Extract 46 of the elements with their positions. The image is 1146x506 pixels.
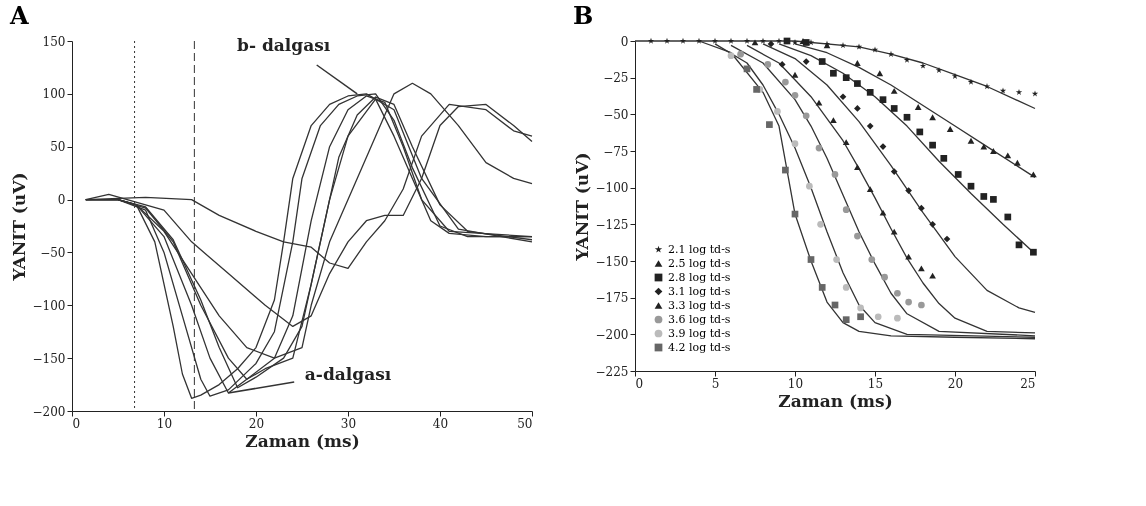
y-tick-label: −125 [595,217,629,232]
legend-label: 4.2 log td-s [668,340,731,354]
legend-label: 3.6 log td-s [668,312,731,326]
legend-label: 2.1 log td-s [668,242,731,256]
y-tick-label: −200 [595,327,629,342]
x-tick-label: 25 [1020,376,1036,391]
y-tick-label: −150 [32,351,66,366]
y-tick-label: −50 [40,245,66,260]
y-axis-title: YANIT (uV) [8,172,29,282]
x-tick-label: 10 [156,416,173,431]
y-tick-label: −175 [595,291,629,306]
legend-label: 2.8 log td-s [668,270,731,284]
y-tick-label: −100 [595,181,629,196]
y-tick-label: −200 [32,404,66,419]
x-axis-title: Zaman (ms) [778,390,893,411]
x-tick-label: 30 [340,416,357,431]
x-tick-label: 5 [711,376,720,391]
x-tick-label: 50 [517,416,533,431]
x-axis-title: Zaman (ms) [245,430,360,451]
legend-label: 3.3 log td-s [668,298,731,312]
y-tick-label: −50 [603,107,629,122]
y-tick-label: −225 [595,364,629,379]
y-tick-label: −150 [595,254,629,269]
y-tick-label: 150 [42,34,66,49]
x-tick-label: 10 [787,376,804,391]
x-tick-label: 20 [947,376,964,391]
legend-label: 3.1 log td-s [668,284,731,298]
y-tick-label: 0 [620,34,629,49]
chart-title: B [573,1,594,30]
y-tick-label: 50 [50,140,66,155]
y-tick-label: −100 [32,298,66,313]
y-axis-title: YANIT (uV) [571,152,592,262]
x-tick-label: 15 [867,376,884,391]
y-tick-label: 0 [57,193,66,208]
y-tick-label: 100 [42,87,66,102]
x-tick-label: 20 [248,416,265,431]
x-tick-label: 0 [72,416,81,431]
x-tick-label: 0 [635,376,644,391]
legend-label: 3.9 log td-s [668,326,731,340]
annotation: a-dalgası [304,363,392,384]
chart-title: A [9,1,30,30]
annotation: b- dalgası [237,34,331,55]
legend-label: 2.5 log td-s [668,256,731,270]
y-tick-label: −25 [603,71,629,86]
y-tick-label: −75 [603,144,629,159]
x-tick-label: 40 [432,416,449,431]
